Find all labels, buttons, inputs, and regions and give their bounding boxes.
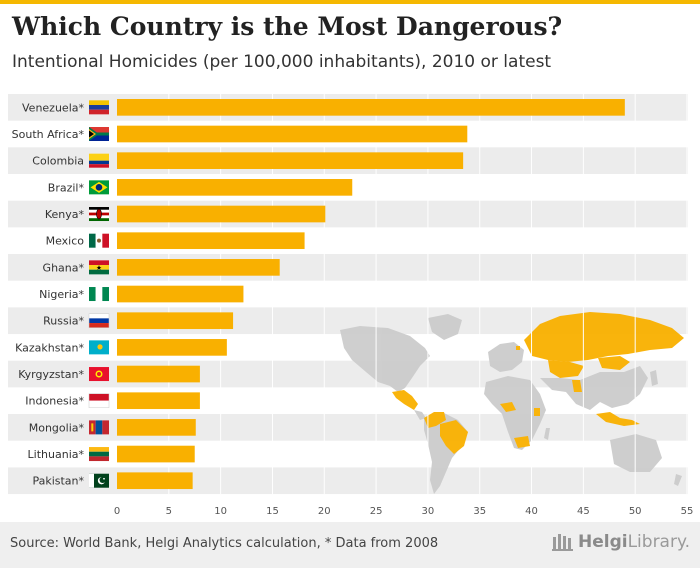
map-russia [524, 312, 684, 362]
category-label: Mexico [46, 235, 85, 248]
russia-flag-icon [88, 313, 110, 328]
map-europe [488, 342, 524, 372]
source-note: Source: World Bank, Helgi Analytics calc… [10, 536, 439, 551]
footer-band [0, 522, 700, 568]
brazil-flag-icon [89, 180, 109, 195]
bar-kazakhstan [117, 339, 227, 356]
map-mongolia [598, 356, 630, 370]
pakistan-flag-icon [89, 473, 109, 488]
bar-mongolia [117, 419, 196, 436]
x-tick-label: 10 [214, 506, 227, 517]
category-label: Kyrgyzstan* [18, 368, 84, 381]
map-central-america [414, 410, 426, 420]
map-south-africa [514, 436, 530, 448]
map-japan [650, 370, 658, 386]
kazakhstan-flag-icon [89, 340, 109, 355]
category-label: Mongolia* [29, 421, 85, 434]
map-central-asia [572, 380, 582, 392]
row-stripe [8, 200, 688, 228]
bar-chart: Venezuela* South Africa* Colombia Brazil* Ke… [8, 94, 694, 517]
brand-name-part2: Library. [627, 532, 690, 552]
category-label: Indonesia* [25, 395, 84, 408]
row-stripe [8, 254, 688, 281]
map-north-america [340, 326, 430, 392]
ghana-flag-icon [89, 260, 109, 275]
map-colombia-venezuela [424, 412, 446, 428]
brand-name-part1: Helgi [577, 532, 628, 552]
bar-russia [117, 312, 234, 330]
mexico-flag-icon [89, 233, 109, 248]
map-indonesia [596, 412, 640, 426]
x-tick-label: 25 [370, 506, 383, 517]
map-new-zealand [674, 474, 682, 486]
kyrgyzstan-flag-icon [89, 367, 109, 382]
bar-south-africa [117, 125, 468, 143]
flags [88, 100, 110, 488]
south-africa-flag-icon [89, 127, 109, 142]
x-tick-label: 15 [266, 506, 279, 517]
category-label: Venezuela* [22, 101, 84, 114]
bar-kenya [117, 205, 326, 223]
category-labels: Venezuela* South Africa* Colombia Brazil* Ke… [12, 101, 85, 487]
category-label: Brazil* [48, 181, 85, 194]
x-tick-label: 50 [629, 506, 642, 517]
map-africa [484, 376, 546, 450]
row-stripe [8, 414, 688, 441]
mongolia-flag-icon [89, 420, 109, 435]
x-tick-label: 35 [473, 506, 486, 517]
bar-nigeria [117, 285, 244, 303]
library-building-icon [551, 534, 573, 551]
map-asia [540, 366, 648, 410]
helgi-library-logo[interactable]: Helgi Library. [551, 532, 690, 552]
accent-bar [0, 0, 700, 4]
kenya-flag-icon [89, 207, 109, 222]
bar-pakistan [117, 472, 193, 490]
category-label: Kazakhstan* [15, 341, 84, 354]
x-tick-label: 55 [681, 506, 694, 517]
venezuela-flag-icon [89, 100, 109, 115]
lithuania-flag-icon [89, 447, 109, 462]
x-tick-label: 5 [166, 506, 172, 517]
map-kazakhstan [548, 360, 584, 378]
x-axis-tick-labels: 0 5 10 15 20 25 30 35 40 45 50 55 [114, 506, 694, 517]
category-label: Pakistan* [32, 475, 84, 488]
bar-kyrgyzstan [117, 365, 200, 383]
row-stripe [8, 467, 688, 495]
world-map-background [340, 312, 684, 494]
chart-subtitle: Intentional Homicides (per 100,000 inhab… [12, 52, 552, 72]
bars [117, 99, 625, 490]
x-tick-label: 45 [577, 506, 590, 517]
category-label: South Africa* [12, 128, 85, 141]
map-greenland [428, 314, 462, 340]
map-kenya [534, 408, 540, 416]
category-label: Kenya* [45, 208, 85, 221]
category-label: Lithuania* [28, 448, 85, 461]
bar-venezuela [117, 99, 625, 116]
bar-ghana [117, 259, 280, 276]
category-label: Russia* [43, 315, 84, 328]
x-tick-label: 20 [318, 506, 331, 517]
x-tick-label: 0 [114, 506, 120, 517]
map-lithuania [516, 346, 520, 350]
category-label: Nigeria* [39, 288, 84, 301]
map-madagascar [544, 428, 550, 440]
bar-brazil [117, 179, 353, 196]
map-west-africa [500, 402, 516, 412]
bar-colombia [117, 152, 464, 170]
bar-indonesia [117, 392, 200, 410]
category-label: Ghana* [43, 261, 85, 274]
map-brazil [440, 420, 468, 454]
map-australia [610, 434, 662, 472]
nigeria-flag-icon [89, 287, 109, 302]
x-tick-label: 30 [422, 506, 435, 517]
indonesia-flag-icon [88, 393, 110, 408]
category-label: Colombia [32, 155, 84, 168]
bar-lithuania [117, 445, 195, 463]
colombia-flag-icon [89, 153, 109, 168]
x-tick-label: 40 [525, 506, 538, 517]
map-mexico [392, 390, 418, 410]
chart-title: Which Country is the Most Dangerous? [12, 12, 563, 41]
bar-mexico [117, 232, 305, 250]
